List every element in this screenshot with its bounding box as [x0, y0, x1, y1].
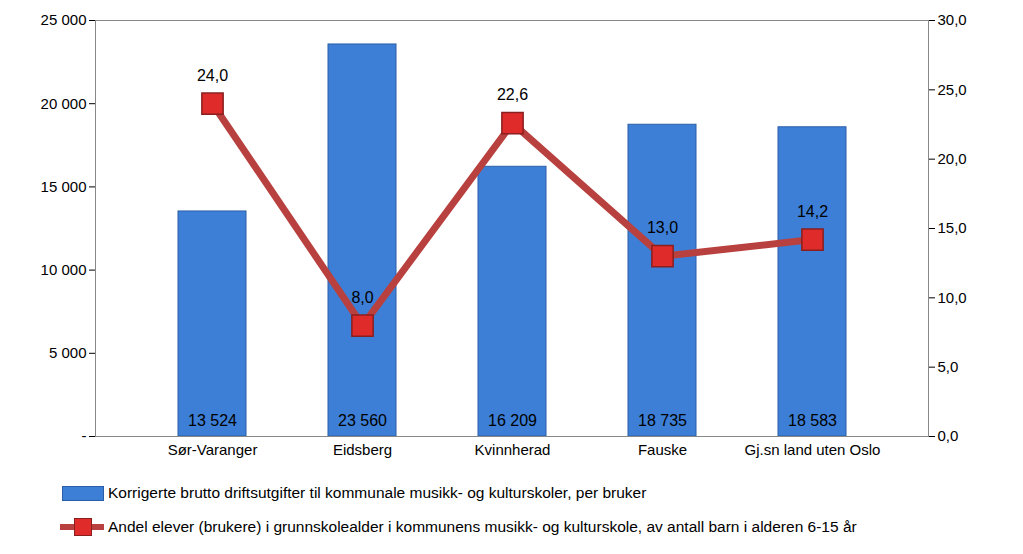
svg-text:-: -	[82, 427, 87, 444]
svg-text:5 000: 5 000	[49, 344, 87, 361]
svg-text:30,0: 30,0	[938, 11, 967, 28]
svg-text:13,0: 13,0	[647, 219, 678, 236]
svg-text:Sør-Varanger: Sør-Varanger	[168, 441, 258, 458]
svg-text:10,0: 10,0	[938, 289, 967, 306]
svg-text:22,6: 22,6	[497, 86, 528, 103]
svg-text:Kvinnherad: Kvinnherad	[475, 441, 551, 458]
svg-text:14,2: 14,2	[797, 203, 828, 220]
svg-text:16 209: 16 209	[488, 412, 537, 429]
svg-text:18 583: 18 583	[788, 412, 837, 429]
svg-text:5,0: 5,0	[938, 358, 959, 375]
svg-text:23 560: 23 560	[338, 412, 387, 429]
svg-text:0,0: 0,0	[938, 427, 959, 444]
svg-text:20 000: 20 000	[41, 95, 87, 112]
svg-text:20,0: 20,0	[938, 150, 967, 167]
svg-text:8,0: 8,0	[351, 289, 373, 306]
svg-text:25 000: 25 000	[41, 11, 87, 28]
svg-text:15 000: 15 000	[41, 178, 87, 195]
html-text:Andel elever (brukere) i grunn: Andel elever (brukere) i grunnskolealder…	[108, 518, 857, 535]
svg-text:18 735: 18 735	[638, 412, 687, 429]
svg-text:25,0: 25,0	[938, 81, 967, 98]
svg-text:15,0: 15,0	[938, 219, 967, 236]
html-text:Korrigerte brutto driftsutgift: Korrigerte brutto driftsutgifter til kom…	[108, 484, 647, 501]
svg-text:13 524: 13 524	[188, 412, 237, 429]
svg-text:24,0: 24,0	[197, 67, 228, 84]
svg-text:Gj.sn land uten Oslo: Gj.sn land uten Oslo	[745, 441, 881, 458]
svg-text:Fauske: Fauske	[638, 441, 687, 458]
svg-text:Eidsberg: Eidsberg	[333, 441, 392, 458]
svg-text:10 000: 10 000	[41, 261, 87, 278]
